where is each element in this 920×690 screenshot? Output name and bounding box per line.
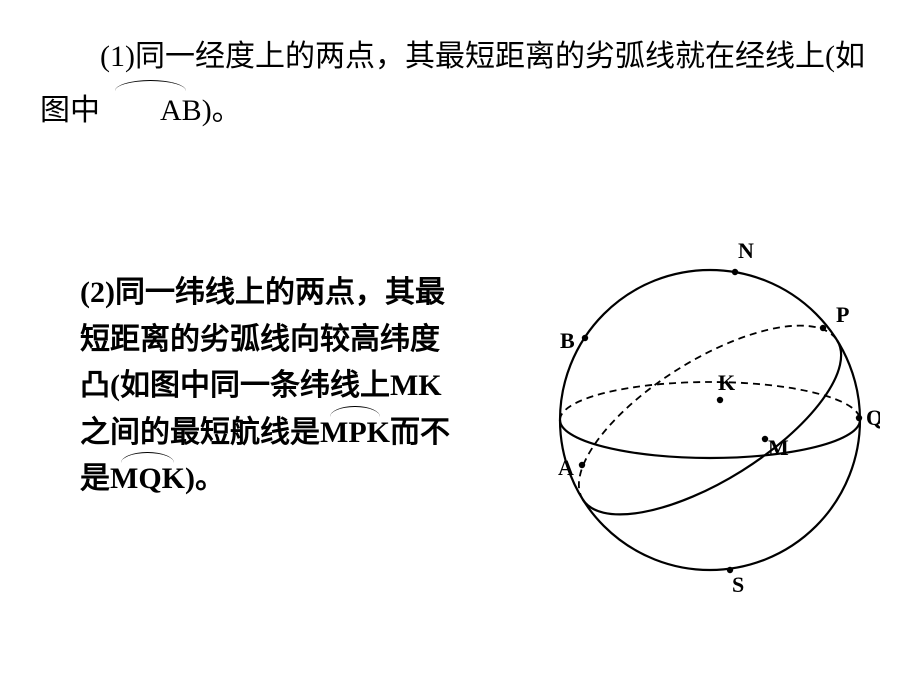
- arc-mqk: MQK: [110, 456, 185, 503]
- paragraph-1: (1)同一经度上的两点，其最短距离的劣弧线就在经线上(如图中AB)。: [40, 30, 880, 138]
- sphere-diagram: N S B A P Q K M: [540, 240, 880, 600]
- para1-tail: )。: [202, 94, 242, 127]
- svg-text:Q: Q: [866, 405, 880, 430]
- svg-text:A: A: [558, 455, 574, 480]
- para2-lead: (2): [80, 276, 115, 309]
- svg-text:P: P: [836, 302, 849, 327]
- paragraph-2: (2)同一纬线上的两点，其最短距离的劣弧线向较高纬度凸(如图中同一条纬线上MK之…: [80, 270, 460, 503]
- svg-text:M: M: [768, 435, 789, 460]
- svg-text:K: K: [718, 370, 735, 395]
- svg-text:S: S: [732, 572, 744, 597]
- svg-text:N: N: [738, 240, 754, 263]
- arc-mpk: MPK: [320, 410, 390, 457]
- svg-text:B: B: [560, 328, 575, 353]
- arc-ab: AB: [100, 84, 202, 138]
- para2-t3: )。: [185, 462, 225, 495]
